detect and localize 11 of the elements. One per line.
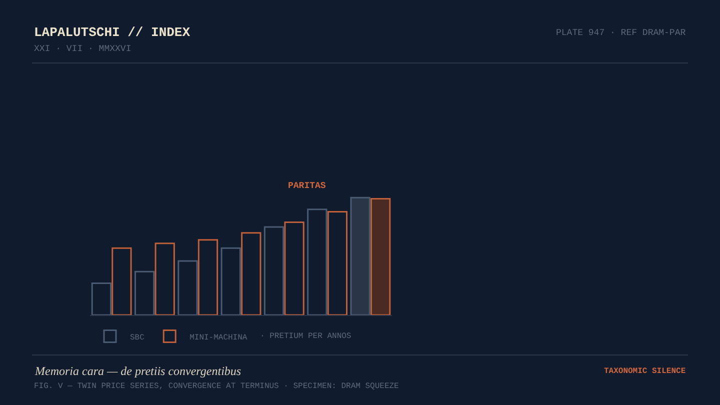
text: PLATE 947 · REF DRAM-PAR — [556, 28, 686, 38]
legend-label: SBC — [130, 333, 145, 342]
chart-title: LAPALUTSCHI // INDEX — [34, 25, 190, 40]
text: TAXONOMIC SILENCE — [604, 367, 686, 376]
x-axis-title: · PRETIUM PER ANNOS — [260, 332, 352, 341]
chart-subtitle: XXI · VII · MMXXVI — [34, 44, 132, 54]
text: PARITAS — [288, 181, 326, 191]
text: Memoria cara — de pretiis convergentibus — [34, 364, 242, 378]
bar — [370, 198, 391, 315]
legend-label: MINI-MACHINA — [190, 333, 248, 342]
text: FIG. V — TWIN PRICE SERIES, CONVERGENCE AT TERMINUS · SPECIMEN: DRAM SQUEEZE — [34, 382, 400, 391]
